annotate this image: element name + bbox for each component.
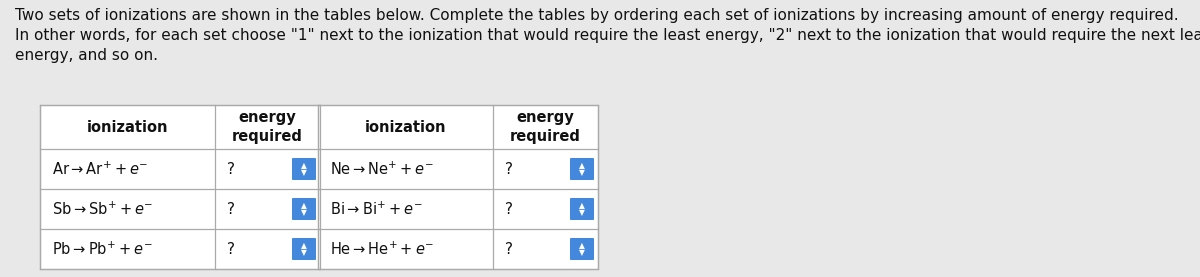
Text: ▼: ▼ <box>580 248 584 258</box>
Text: ▼: ▼ <box>580 209 584 217</box>
Text: ?: ? <box>505 161 514 176</box>
Text: ?: ? <box>505 201 514 217</box>
Text: ?: ? <box>227 242 235 257</box>
Bar <box>318 105 598 269</box>
FancyBboxPatch shape <box>570 158 594 180</box>
Text: $\mathregular{Ar} \rightarrow \mathregular{Ar}^{\mathregular{+}} + e^{\mathregul: $\mathregular{Ar} \rightarrow \mathregul… <box>52 160 149 178</box>
Text: ▼: ▼ <box>580 168 584 178</box>
Text: ▲: ▲ <box>580 242 584 250</box>
Text: $\mathregular{Bi} \rightarrow \mathregular{Bi}^{\mathregular{+}} + e^{\mathregul: $\mathregular{Bi} \rightarrow \mathregul… <box>330 200 422 218</box>
Text: energy
required: energy required <box>232 110 302 144</box>
Text: Two sets of ionizations are shown in the tables below. Complete the tables by or: Two sets of ionizations are shown in the… <box>14 8 1178 23</box>
FancyBboxPatch shape <box>292 158 316 180</box>
Text: energy, and so on.: energy, and so on. <box>14 48 158 63</box>
Text: ?: ? <box>505 242 514 257</box>
Text: ?: ? <box>227 201 235 217</box>
Text: $\mathregular{Sb} \rightarrow \mathregular{Sb}^{\mathregular{+}} + e^{\mathregul: $\mathregular{Sb} \rightarrow \mathregul… <box>52 200 154 218</box>
FancyBboxPatch shape <box>570 198 594 220</box>
Text: ▼: ▼ <box>301 248 307 258</box>
Text: ionization: ionization <box>365 119 446 135</box>
Text: energy
required: energy required <box>510 110 581 144</box>
Text: ▼: ▼ <box>301 168 307 178</box>
Text: ▲: ▲ <box>580 201 584 211</box>
Bar <box>40 105 320 269</box>
Text: $\mathregular{He} \rightarrow \mathregular{He}^{\mathregular{+}} + e^{\mathregul: $\mathregular{He} \rightarrow \mathregul… <box>330 240 434 258</box>
Text: $\mathregular{Ne} \rightarrow \mathregular{Ne}^{\mathregular{+}} + e^{\mathregul: $\mathregular{Ne} \rightarrow \mathregul… <box>330 160 434 178</box>
Text: ▲: ▲ <box>301 161 307 171</box>
Text: ▲: ▲ <box>580 161 584 171</box>
Text: ionization: ionization <box>86 119 168 135</box>
FancyBboxPatch shape <box>570 238 594 260</box>
Text: In other words, for each set choose "1" next to the ionization that would requir: In other words, for each set choose "1" … <box>14 28 1200 43</box>
FancyBboxPatch shape <box>292 238 316 260</box>
Text: ▲: ▲ <box>301 201 307 211</box>
Text: ▼: ▼ <box>301 209 307 217</box>
Text: ▲: ▲ <box>301 242 307 250</box>
FancyBboxPatch shape <box>292 198 316 220</box>
Text: ?: ? <box>227 161 235 176</box>
Text: $\mathregular{Pb} \rightarrow \mathregular{Pb}^{\mathregular{+}} + e^{\mathregul: $\mathregular{Pb} \rightarrow \mathregul… <box>52 240 152 258</box>
